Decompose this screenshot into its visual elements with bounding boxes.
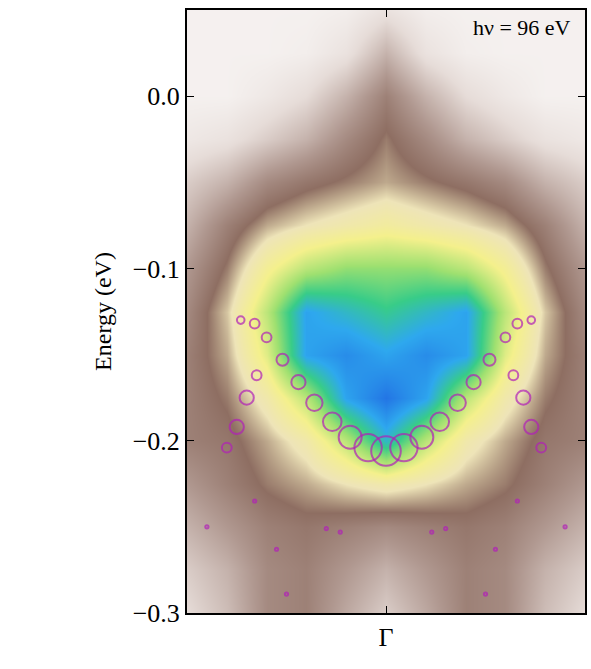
svg-text:Γ: Γ (378, 623, 393, 652)
svg-text:0.0: 0.0 (147, 82, 180, 111)
svg-text:−0.1: −0.1 (133, 255, 180, 284)
svg-text:hν = 96 eV: hν = 96 eV (473, 15, 571, 40)
svg-text:Energy (eV): Energy (eV) (90, 252, 116, 371)
svg-text:−0.3: −0.3 (133, 599, 180, 628)
svg-text:−0.2: −0.2 (133, 427, 180, 456)
